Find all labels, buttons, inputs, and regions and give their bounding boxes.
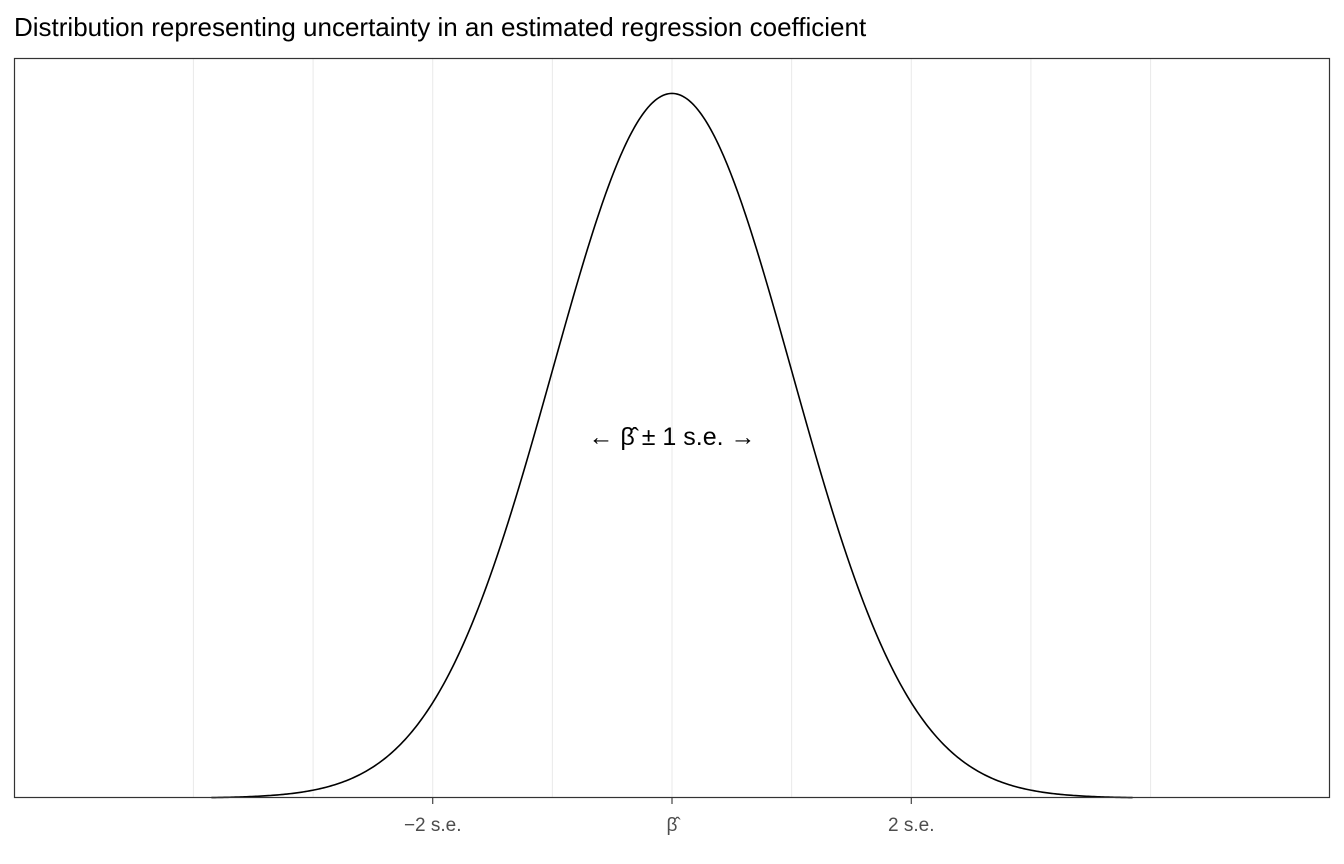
- annotation-plus-minus: ± 1 s.e.: [642, 423, 724, 451]
- x-tick-label: −2 s.e.: [404, 815, 462, 836]
- plot-border: [13, 57, 1331, 799]
- annotation-right-arrow: →: [731, 423, 756, 451]
- x-tick-label: 2 s.e.: [888, 815, 934, 836]
- x-tick-label: β̂: [667, 815, 682, 836]
- annotation-left-arrow: ←: [588, 423, 613, 451]
- x-axis-ticks: −2 s.e. β̂ 2 s.e.: [404, 798, 935, 836]
- annotation-beta-hat: β̂: [620, 423, 639, 451]
- annotation-label: ← β̂ ± 1 s.e. →: [588, 423, 755, 451]
- density-curve: [211, 92, 1133, 799]
- chart-title: Distribution representing uncertainty in…: [14, 12, 867, 42]
- grid-lines: [192, 58, 1152, 798]
